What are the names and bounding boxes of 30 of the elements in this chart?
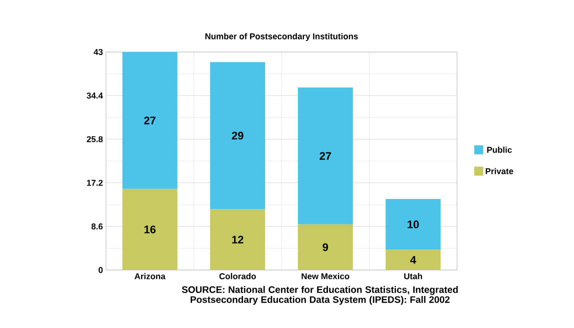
bar bbox=[298, 224, 353, 270]
bar bbox=[386, 250, 441, 270]
data-label: 27 bbox=[320, 152, 331, 160]
data-label: 29 bbox=[232, 132, 244, 140]
source-note: SOURCE: National Center for Education Statistics, Integrated Postsecondary Education Data System (IPEDS): Fall 2002 bbox=[182, 286, 458, 305]
y-tick-label: 0 bbox=[98, 267, 103, 273]
x-tick-label: Arizona bbox=[134, 273, 166, 280]
bar bbox=[122, 188, 178, 270]
data-label: 9 bbox=[322, 243, 328, 252]
chart-title: Number of Postsecondary Institutions bbox=[205, 33, 358, 41]
y-tick-label: 8.6 bbox=[91, 223, 103, 230]
x-tick-label: New Mexico bbox=[302, 273, 350, 280]
data-label: 4 bbox=[410, 256, 416, 264]
data-label: 10 bbox=[408, 220, 419, 228]
bar bbox=[210, 62, 266, 210]
bar bbox=[386, 199, 441, 250]
x-tick-label: Utah bbox=[404, 273, 422, 280]
data-label: 16 bbox=[144, 226, 156, 234]
y-tick-label: 17.2 bbox=[87, 180, 103, 186]
data-label: 27 bbox=[144, 116, 156, 124]
y-tick-label: 25.8 bbox=[86, 136, 103, 142]
x-tick-label: Colorado bbox=[219, 273, 256, 280]
bar bbox=[210, 209, 266, 270]
y-tick-label: 34.4 bbox=[86, 92, 103, 99]
data-label: 12 bbox=[232, 236, 244, 244]
y-tick-label: 43 bbox=[94, 49, 103, 56]
legend-label: Private bbox=[486, 168, 514, 174]
bar bbox=[298, 87, 353, 224]
legend-label: Public bbox=[487, 146, 512, 153]
bar bbox=[122, 52, 178, 189]
